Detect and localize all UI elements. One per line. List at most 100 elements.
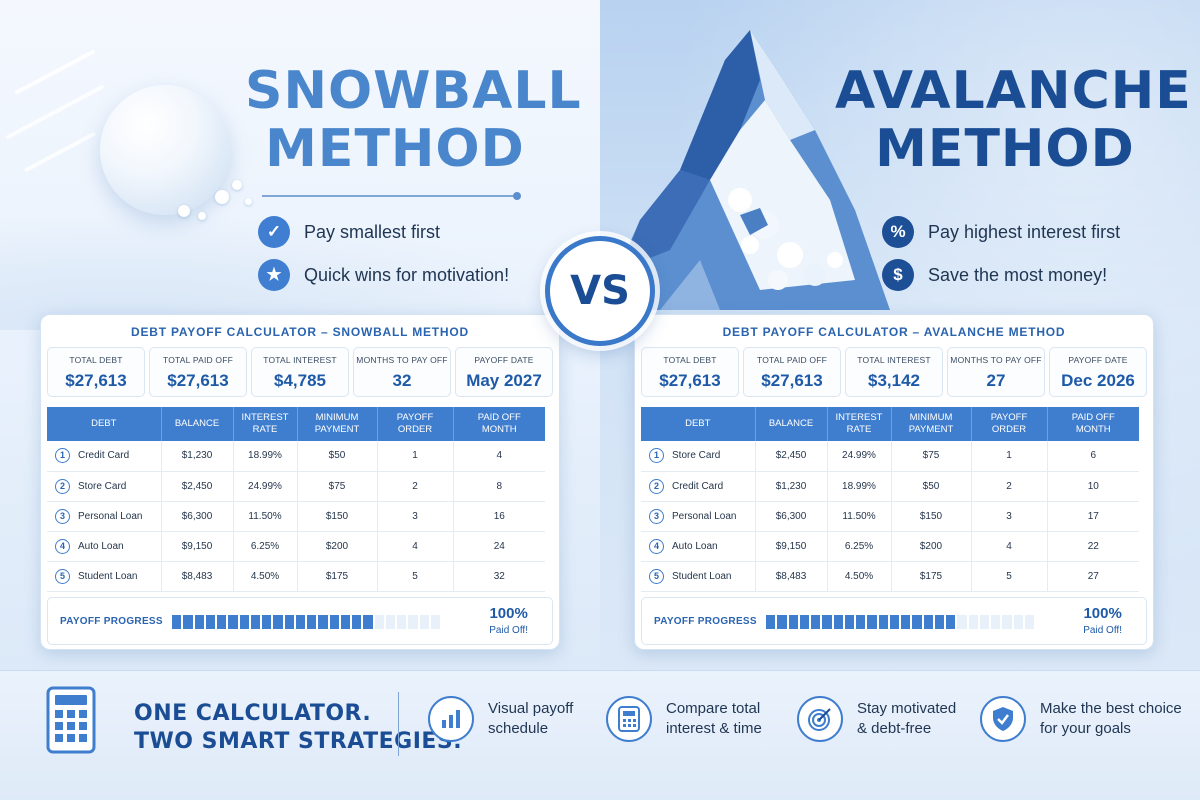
table-row: 4 Auto Loan $9,150 6.25% $200 4 24	[47, 531, 545, 562]
row-number-badge: 1	[649, 448, 664, 464]
cell-rate: 6.25%	[827, 531, 892, 562]
cell-balance: $2,450	[755, 441, 828, 472]
progress-segment	[979, 615, 989, 629]
target-icon	[797, 696, 843, 742]
progress-segment	[194, 615, 204, 629]
progress-label: PAYOFF PROGRESS	[654, 616, 757, 627]
calculator-title: DEBT PAYOFF CALCULATOR – SNOWBALL METHOD	[131, 325, 469, 339]
progress-segment	[1024, 615, 1034, 629]
progress-segment	[991, 615, 1001, 629]
progress-segment	[867, 615, 877, 629]
progress-segment	[889, 615, 899, 629]
progress-segment	[262, 615, 272, 629]
shield-check-icon	[980, 696, 1026, 742]
tagline-line1: ONE CALCULATOR.	[134, 701, 372, 726]
cell-balance: $9,150	[161, 531, 234, 562]
stat-label: MONTHS TO PAY OFF	[356, 355, 448, 365]
header-line: ORDER	[991, 424, 1027, 435]
progress-segment	[766, 615, 776, 629]
debt-name: Credit Card	[672, 480, 724, 492]
stat-box: MONTHS TO PAY OFF 32	[353, 347, 451, 397]
benefit-line: Stay motivated	[857, 700, 957, 717]
cell-minimum: $150	[297, 501, 378, 532]
header-debt: DEBT	[47, 407, 162, 441]
cell-order: 1	[971, 441, 1048, 472]
progress-segment	[172, 615, 182, 629]
calculator-icon	[606, 696, 652, 742]
benefit-line: for your goals	[1040, 720, 1131, 737]
progress-percent-value: 100%	[489, 605, 528, 622]
progress-segment	[856, 615, 866, 629]
progress-segment	[777, 615, 787, 629]
progress-segment	[430, 615, 440, 629]
cell-month: 17	[1047, 501, 1139, 532]
progress-segment	[923, 615, 933, 629]
progress-segment	[811, 615, 821, 629]
cell-order: 4	[971, 531, 1048, 562]
cell-rate: 18.99%	[827, 471, 892, 502]
debt-name: Student Loan	[78, 570, 138, 582]
footer-tagline: ONE CALCULATOR. TWO SMART STRATEGIES.	[134, 700, 462, 756]
row-number-badge: 4	[55, 538, 70, 554]
progress-segment	[822, 615, 832, 629]
snowball-calculator-card: DEBT PAYOFF CALCULATOR – SNOWBALL METHOD…	[40, 314, 560, 650]
progress-segment	[397, 615, 407, 629]
table-row: 3 Personal Loan $6,300 11.50% $150 3 17	[641, 501, 1139, 532]
cell-debt: 1 Credit Card	[47, 441, 162, 472]
vs-badge: VS	[545, 236, 655, 346]
stat-value: Dec 2026	[1061, 371, 1135, 390]
stat-value: 32	[392, 371, 412, 390]
header-line: MONTH	[1075, 424, 1111, 435]
header-line: MONTH	[481, 424, 517, 435]
stat-box: MONTHS TO PAY OFF 27	[947, 347, 1045, 397]
table-row: 1 Credit Card $1,230 18.99% $50 1 4	[47, 441, 545, 472]
progress-segment	[901, 615, 911, 629]
stat-label: PAYOFF DATE	[474, 355, 534, 365]
snowball-title-underline	[262, 192, 521, 200]
cell-rate: 4.50%	[827, 561, 892, 592]
cell-balance: $6,300	[755, 501, 828, 532]
row-number-badge: 4	[649, 538, 664, 554]
progress-segment	[788, 615, 798, 629]
header-line: PAYMENT	[908, 424, 954, 435]
stat-label: TOTAL PAID OFF	[162, 355, 234, 365]
debt-name: Credit Card	[78, 450, 130, 462]
percent-icon: %	[882, 216, 914, 248]
cell-minimum: $75	[297, 471, 378, 502]
stat-value: $4,785	[274, 371, 326, 390]
stat-box: PAYOFF DATE Dec 2026	[1049, 347, 1147, 397]
header-line: ORDER	[397, 424, 433, 435]
progress-segment	[833, 615, 843, 629]
cell-rate: 18.99%	[233, 441, 298, 472]
row-number-badge: 2	[55, 478, 70, 494]
header-balance: BALANCE	[161, 407, 234, 441]
snowball-icon	[100, 85, 230, 215]
cell-rate: 11.50%	[233, 501, 298, 532]
stat-box: TOTAL PAID OFF $27,613	[149, 347, 247, 397]
cell-minimum: $175	[891, 561, 972, 592]
cell-balance: $8,483	[755, 561, 828, 592]
cell-balance: $1,230	[161, 441, 234, 472]
benefit-compare-interest: Compare total interest & time	[606, 696, 762, 742]
cell-minimum: $175	[297, 561, 378, 592]
stat-box: PAYOFF DATE May 2027	[455, 347, 553, 397]
benefit-line: Visual payoff	[488, 700, 574, 717]
table-row: 2 Credit Card $1,230 18.99% $50 2 10	[641, 471, 1139, 502]
cell-month: 32	[453, 561, 545, 592]
check-icon: ✓	[258, 216, 290, 248]
header-minimum-payment: MINIMUM PAYMENT	[891, 407, 972, 441]
cell-rate: 24.99%	[827, 441, 892, 472]
progress-segment	[1002, 615, 1012, 629]
stat-label: MONTHS TO PAY OFF	[950, 355, 1042, 365]
header-line: MINIMUM	[315, 412, 359, 423]
progress-segment	[228, 615, 238, 629]
header-paid-off-month: PAID OFF MONTH	[453, 407, 545, 441]
cell-rate: 6.25%	[233, 531, 298, 562]
debt-name: Auto Loan	[78, 540, 124, 552]
benefit-line: schedule	[488, 720, 549, 737]
progress-segment	[1013, 615, 1023, 629]
cell-debt: 3 Personal Loan	[641, 501, 756, 532]
header-line: PAYMENT	[314, 424, 360, 435]
table-header-row: DEBT BALANCE INTEREST RATE MINIMUM PAYMENT PAY…	[641, 407, 1139, 441]
stat-label: TOTAL INTEREST	[857, 355, 931, 365]
